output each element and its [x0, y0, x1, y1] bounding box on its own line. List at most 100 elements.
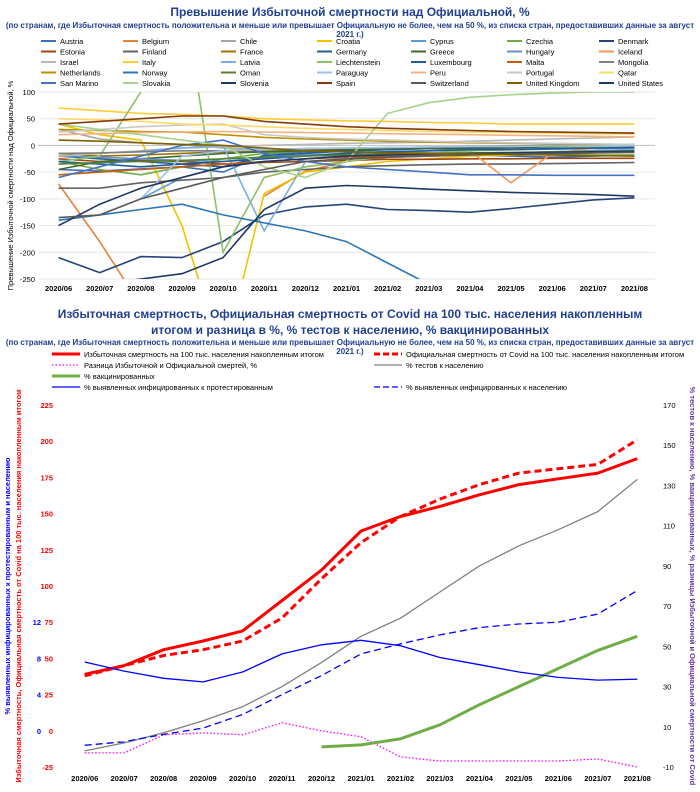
chart2-series-line — [321, 634, 638, 749]
legend-label-greece: Greece — [430, 48, 455, 57]
chart2-ytick-right: 70 — [663, 602, 671, 611]
chart1-xtick: 2021/04 — [456, 284, 484, 293]
chart2-xtick: 2021/08 — [624, 774, 651, 783]
chart1-xtick: 2020/06 — [45, 284, 72, 293]
chart2-ytick-left-blue: 8 — [37, 654, 41, 663]
legend-label-italy: Italy — [142, 58, 156, 67]
chart1-plot-area — [57, 92, 635, 279]
chart2-xtick: 2021/07 — [584, 774, 611, 783]
legend-label-slovakia: Slovakia — [142, 79, 171, 88]
chart1-xtick: 2020/07 — [86, 284, 113, 293]
chart1-series-slovenia — [58, 150, 635, 227]
legend-label-switzerland: Switzerland — [430, 79, 469, 88]
legend-label-czechia: Czechia — [526, 37, 554, 46]
chart2-ytick-left-red: 225 — [40, 401, 53, 410]
legend-label-san-marino: San Marino — [60, 79, 98, 88]
chart2-xtick: 2021/05 — [505, 774, 532, 783]
legend-label-norway: Norway — [142, 69, 168, 78]
chart2-ytick-right: 150 — [663, 441, 676, 450]
legend-label-cyprus: Cyprus — [430, 37, 454, 46]
legend-label-belgium: Belgium — [142, 37, 169, 46]
chart2-svg: Избыточная смертность на 100 тыс. населе… — [3, 350, 697, 786]
chart1-series-united-kingdom — [58, 139, 635, 157]
chart1-series-italy — [58, 107, 635, 125]
chart2-xtick: 2021/04 — [466, 774, 494, 783]
chart2-ytick-right: 170 — [663, 401, 676, 410]
legend-label-luxembourg: Luxembourg — [430, 58, 472, 67]
legend-label-finland: Finland — [142, 48, 167, 57]
chart2-ytick-left-red: 75 — [45, 618, 53, 627]
chart1-ytick: -200 — [20, 248, 35, 257]
chart2-xtick: 2020/10 — [229, 774, 256, 783]
legend-label-peru: Peru — [430, 69, 446, 78]
legend-label-united-kingdom: United Kingdom — [526, 79, 579, 88]
chart2-ytick-left-red: 0 — [49, 727, 53, 736]
chart1-ytick: -100 — [20, 195, 35, 204]
legend-label-estonia: Estonia — [60, 48, 86, 57]
chart2-ytick-left-red: 200 — [40, 437, 53, 446]
chart1-xtick: 2020/10 — [210, 284, 237, 293]
chart1-ytick: -250 — [20, 275, 35, 284]
chart2-xtick: 2020/08 — [150, 774, 177, 783]
chart2-legend-label: % выявленных инфицированных к населению — [406, 383, 567, 392]
chart2-series-line — [84, 457, 638, 676]
chart2-ytick-left-blue: 12 — [33, 618, 41, 627]
chart2-legend-label: Разница Избыточной и Официальной смертей… — [84, 361, 257, 370]
chart1-svg: Austria Belgium Chile Croatia Cyprus Czechia D… — [6, 37, 663, 293]
chart2-title: Избыточная смертность, Официальная смерт… — [57, 307, 643, 337]
legend-label-paraguay: Paraguay — [336, 69, 368, 78]
chart1-xtick: 2021/01 — [333, 284, 360, 293]
chart1-subtitle: (по странам, где Избыточная смертность п… — [5, 21, 695, 39]
chart2-ytick-right: 30 — [663, 683, 671, 692]
chart1-series-switzerland — [58, 151, 635, 219]
chart1-xtick: 2020/11 — [251, 284, 278, 293]
chart1-xtick: 2021/08 — [621, 284, 648, 293]
legend-label-mongolia: Mongolia — [618, 58, 649, 67]
chart1-xtick: 2021/05 — [497, 284, 524, 293]
legend-label-portugal: Portugal — [526, 69, 554, 78]
legend-label-oman: Oman — [240, 69, 260, 78]
chart1-series-san-marino — [58, 139, 635, 179]
chart2-ytick-right: 130 — [663, 481, 676, 490]
legend-label-malta: Malta — [526, 58, 545, 67]
legend-label-chile: Chile — [240, 37, 257, 46]
chart2-ytick-left-blue: 4 — [37, 691, 42, 700]
chart2-ytick-right: 10 — [663, 723, 671, 732]
legend-label-qatar: Qatar — [618, 69, 637, 78]
chart1-xtick: 2021/03 — [415, 284, 442, 293]
chart2-legend-label: % вакцинированных — [84, 372, 155, 381]
chart2-series-line — [84, 639, 638, 683]
chart1-ytick: -150 — [20, 222, 35, 231]
chart2-ytick-right: -10 — [663, 763, 674, 772]
chart2-ytick-right: 50 — [663, 642, 671, 651]
chart2-ytick-left-red: 50 — [45, 654, 53, 663]
chart2-xtick: 2020/07 — [111, 774, 138, 783]
chart2-legend-label: Избыточная смертность на 100 тыс. населе… — [84, 350, 324, 359]
chart1-title: Превышение Избыточной смертности над Офи… — [170, 5, 530, 19]
chart2-ylabel-left-blue: % выявленных инфицированных к протестиро… — [3, 457, 12, 715]
chart1-ytick: 100 — [22, 88, 35, 97]
chart2-ylabel-left-red: Избыточная смертность, Официальная смерт… — [14, 389, 23, 783]
chart1-xtick: 2021/06 — [539, 284, 566, 293]
chart2-ytick-left-red: 25 — [45, 691, 53, 700]
chart1-series-portugal — [58, 123, 635, 146]
chart1-ytick: 0 — [31, 141, 35, 150]
chart2-ytick-left-red: 125 — [40, 546, 53, 555]
chart2-legend-label: % тестов к населению — [406, 361, 484, 370]
chart2-subtitle: (по странам, где Избыточная смертность п… — [5, 338, 695, 356]
legend-label-spain: Spain — [336, 79, 355, 88]
chart1-series-peru — [58, 130, 635, 138]
chart1-ytick: 50 — [27, 115, 35, 124]
legend-label-france: France — [240, 48, 263, 57]
chart2-ylabel-right: % тестов к населению, % вакцинированных,… — [688, 387, 697, 786]
chart2-series-line — [84, 438, 639, 678]
chart2-xtick: 2020/12 — [308, 774, 335, 783]
chart1-series-luxembourg — [58, 146, 635, 168]
chart2-xtick: 2020/11 — [269, 774, 296, 783]
legend-label-latvia: Latvia — [240, 58, 261, 67]
legend-label-denmark: Denmark — [618, 37, 649, 46]
chart1-series-norway — [58, 203, 421, 279]
chart1-series-united-states — [134, 184, 635, 279]
chart2-ytick-left-red: 100 — [40, 582, 53, 591]
chart1-series-denmark — [58, 197, 635, 274]
